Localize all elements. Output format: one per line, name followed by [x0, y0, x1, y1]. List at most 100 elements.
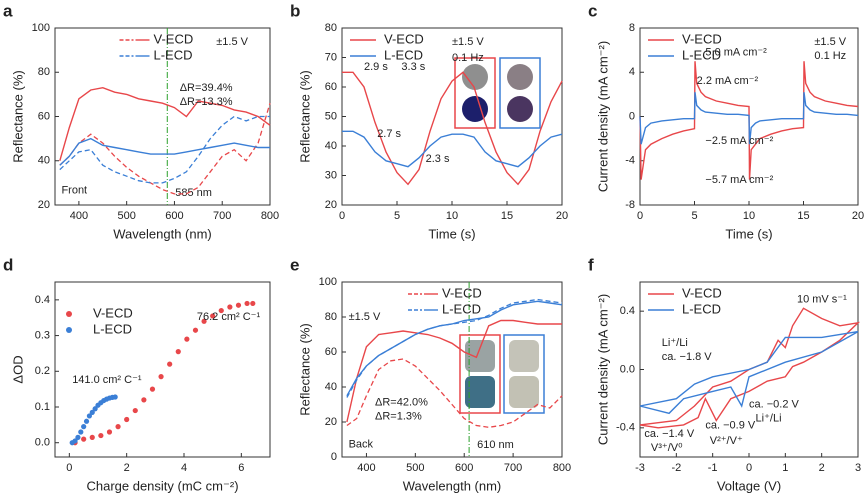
x-axis-label: Charge density (mC cm⁻²) [86, 478, 238, 493]
legend-label: L-ECD [682, 47, 721, 62]
x-tick-label: 5 [691, 210, 697, 222]
y-axis-label: Reflectance (%) [10, 70, 25, 162]
y-axis-label: Current density (mA cm⁻²) [595, 41, 610, 192]
data-point [81, 424, 87, 430]
plot-frame [341, 281, 563, 458]
x-tick-label: 0 [66, 462, 72, 474]
legend-label: L-ECD [442, 301, 481, 316]
x-tick-label: 700 [504, 462, 522, 474]
x-tick-label: 5 [394, 210, 400, 222]
legend-label: L-ECD [93, 321, 132, 336]
data-point [132, 407, 138, 414]
line-series-colored [346, 358, 563, 428]
annotation: 76.2 cm² C⁻¹ [197, 311, 261, 323]
data-point [92, 406, 98, 412]
data-point [184, 336, 190, 342]
panel-label: e [290, 255, 299, 274]
y-tick-label: -4 [625, 155, 635, 167]
y-tick-label: 70 [325, 51, 337, 63]
y-tick-label: 80 [325, 22, 337, 34]
y-tick-label: 0 [331, 451, 337, 463]
annotation: 0.1 Hz [452, 52, 484, 64]
x-tick-label: -3 [635, 462, 645, 474]
legend-marker [66, 327, 72, 333]
data-point [227, 304, 233, 310]
x-tick-label: 10 [743, 210, 755, 222]
panel-label: c [588, 1, 597, 20]
inset-device [462, 96, 488, 122]
line-series [342, 130, 563, 168]
y-tick-label: 8 [629, 22, 635, 34]
inset-device [507, 64, 533, 90]
data-point [158, 374, 164, 380]
y-tick-label: 20 [325, 416, 337, 428]
line-series [346, 319, 562, 423]
panel-label: f [588, 255, 594, 274]
line-series [342, 71, 563, 186]
annotation: V³⁺/V⁰ [651, 442, 683, 454]
x-axis-label: Wavelength (nm) [403, 478, 502, 493]
annotation: 10 mV s⁻¹ [797, 293, 847, 305]
annotation: V²⁺/V⁺ [710, 435, 743, 447]
annotation: 5.0 mA cm⁻² [705, 47, 767, 59]
x-tick-label: 2 [819, 462, 825, 474]
x-tick-label: 800 [553, 462, 571, 474]
annotation: 141.0 cm² C⁻¹ [72, 374, 142, 386]
data-point [218, 307, 224, 314]
data-point [235, 302, 242, 308]
legend-label: L-ECD [384, 47, 423, 62]
x-tick-label: 4 [181, 462, 187, 474]
annotation: ΔR=1.3% [375, 411, 422, 423]
inset-device [462, 64, 488, 90]
legend-label: V-ECD [442, 285, 482, 300]
y-tick-label: 100 [32, 22, 50, 34]
annotation: −2.5 mA cm⁻² [705, 135, 773, 147]
x-tick-label: 600 [165, 210, 183, 222]
y-axis-label: Current density (mA cm⁻²) [595, 294, 610, 445]
line-series-colored [346, 298, 563, 398]
data-point [72, 438, 78, 444]
data-point [81, 436, 87, 442]
x-tick-label: 500 [117, 210, 135, 222]
y-tick-label: 60 [325, 81, 337, 93]
x-tick-label: 1 [782, 462, 788, 474]
data-point [167, 361, 173, 367]
data-point [210, 313, 216, 319]
inset-device [507, 96, 533, 122]
legend-label: V-ECD [93, 305, 133, 320]
annotation: 2.9 s [364, 61, 388, 73]
y-tick-label: 40 [38, 155, 50, 167]
annotation: ΔR=39.4% [180, 82, 233, 94]
y-axis-label: Reflectance (%) [297, 323, 312, 415]
y-tick-label: -8 [625, 199, 635, 211]
y-tick-label: 100 [319, 276, 337, 288]
line-series [639, 307, 861, 429]
y-tick-label: 4 [629, 66, 635, 78]
data-point [78, 429, 84, 435]
annotation: ca. −1.8 V [662, 351, 713, 363]
y-tick-label: 0.0 [620, 363, 635, 375]
x-tick-label: 15 [797, 210, 809, 222]
x-tick-label: 15 [501, 210, 513, 222]
y-tick-label: 0.4 [620, 305, 635, 317]
inset-device [465, 340, 495, 372]
y-tick-label: 0.3 [35, 329, 50, 341]
panel-label: a [3, 1, 13, 20]
x-axis-label: Wavelength (nm) [113, 226, 212, 241]
x-tick-label: 400 [70, 210, 88, 222]
y-tick-label: 80 [325, 311, 337, 323]
legend-label: L-ECD [682, 301, 721, 316]
annotation: 3.3 s [401, 61, 425, 73]
annotation: ±1.5 V [452, 36, 484, 48]
y-tick-label: 60 [38, 110, 50, 122]
y-axis-label: Reflectance (%) [297, 70, 312, 162]
x-tick-label: -1 [708, 462, 718, 474]
x-tick-label: 500 [406, 462, 424, 474]
inset-device [465, 376, 495, 408]
annotation: Li⁺/Li [662, 337, 688, 349]
y-tick-label: 40 [325, 381, 337, 393]
legend-marker [66, 311, 72, 317]
data-point [201, 318, 207, 324]
legend-label: V-ECD [682, 31, 722, 46]
